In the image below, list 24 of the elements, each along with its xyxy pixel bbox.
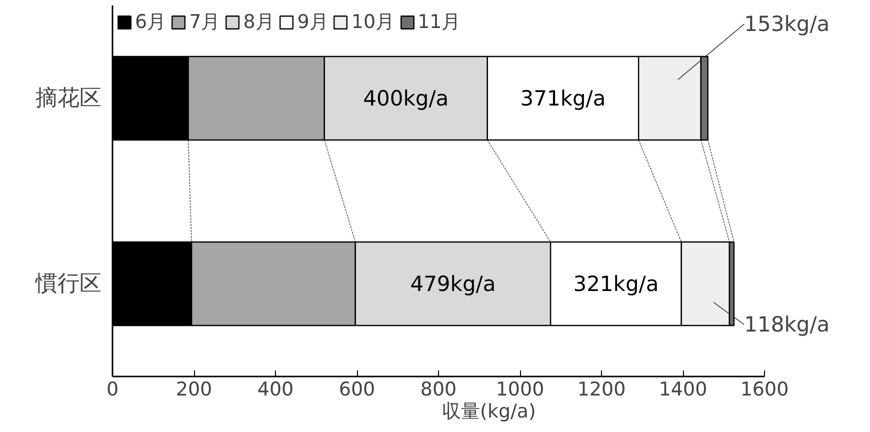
x-tick-label: 600 bbox=[338, 378, 376, 400]
x-tick-label: 200 bbox=[176, 378, 212, 400]
legend-label: 6月 bbox=[135, 10, 166, 35]
x-tick-label: 800 bbox=[420, 378, 457, 400]
legend-label: 8月 bbox=[243, 10, 274, 35]
legend-label: 7月 bbox=[189, 10, 220, 35]
data-label: 479kg/a bbox=[410, 272, 496, 296]
x-tick-label: 0 bbox=[106, 378, 119, 400]
data-label: 118kg/a bbox=[744, 312, 830, 337]
x-axis-title: 収量(kg/a) bbox=[442, 400, 536, 422]
legend-label: 11月 bbox=[418, 10, 461, 35]
data-label: 400kg/a bbox=[363, 86, 449, 110]
x-tick-label: 1600 bbox=[740, 378, 789, 400]
y-tick-label: 摘花区 bbox=[36, 86, 102, 111]
legend-label: 10月 bbox=[351, 10, 395, 35]
y-tick-label: 慣行区 bbox=[34, 271, 102, 296]
x-tick-label: 400 bbox=[257, 378, 294, 400]
data-label: 321kg/a bbox=[573, 272, 659, 296]
x-tick-label: 1400 bbox=[658, 378, 708, 400]
legend-label: 9月 bbox=[297, 10, 328, 35]
data-label: 371kg/a bbox=[520, 86, 606, 110]
x-tick-label: 1200 bbox=[577, 378, 626, 400]
data-label: 153kg/a bbox=[744, 12, 830, 36]
x-tick-label: 1000 bbox=[496, 378, 544, 400]
